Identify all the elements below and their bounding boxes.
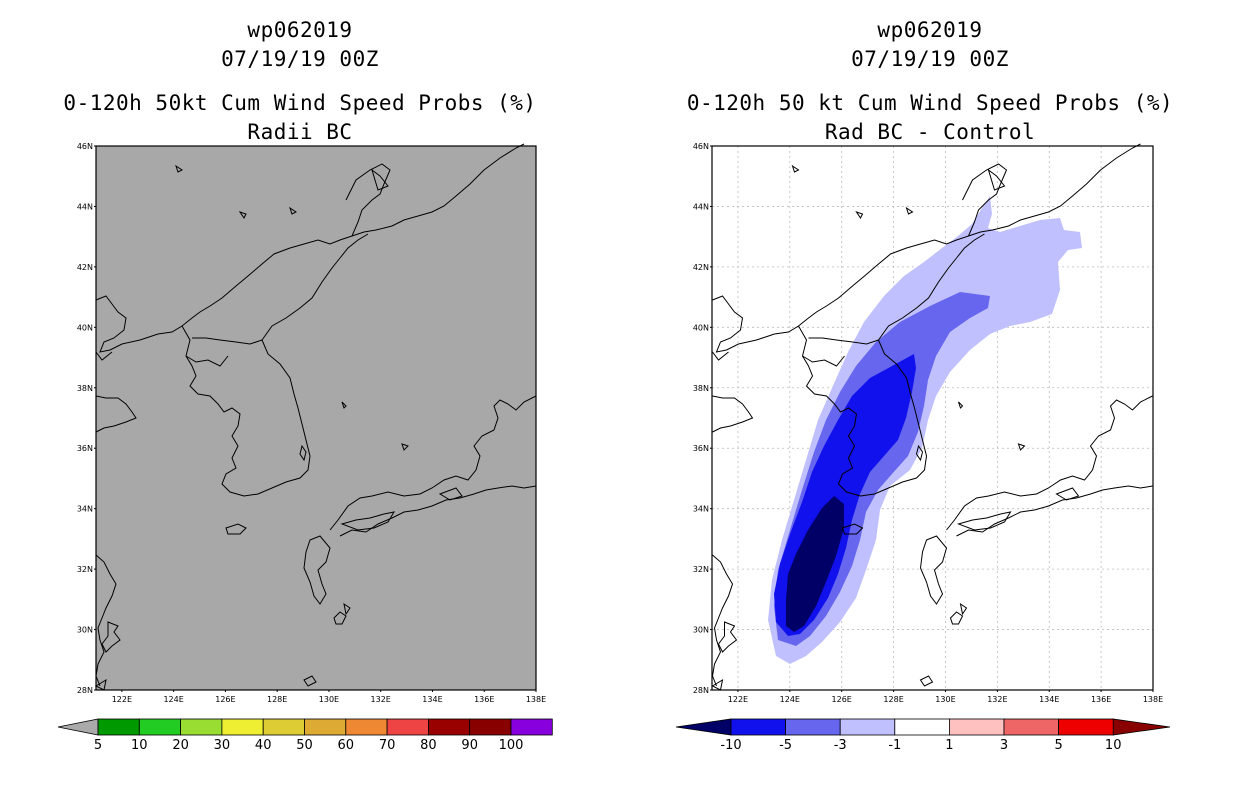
left-title-date: 07/19/19 00Z: [221, 47, 379, 71]
right-lon-label: 138E: [1143, 695, 1163, 704]
right-colorbar-swatch: [1003, 718, 1059, 736]
left-lat-label: 42N: [77, 263, 93, 272]
left-colorbar-label: 60: [338, 738, 355, 753]
left-colorbar-swatch: [345, 718, 388, 736]
left-colorbar-label: 5: [94, 738, 102, 753]
right-colorbar-high-arrow: [1112, 718, 1171, 736]
right-colorbar-label: 5: [1054, 738, 1062, 753]
right-title-subtitle: Rad BC - Control: [824, 120, 1036, 144]
right-lat-label: 32N: [693, 565, 709, 574]
left-lon-label: 138E: [526, 695, 546, 704]
left-colorbar-label: 100: [499, 738, 524, 753]
right-colorbar-swatch: [1058, 718, 1114, 736]
right-colorbar-swatch: [949, 718, 1005, 736]
left-lon-label: 126E: [215, 695, 235, 704]
right-colorbar-label: 1: [945, 738, 953, 753]
right-panel-title: wp062019 07/19/19 00Z 0-120h 50 kt Cum W…: [640, 16, 1220, 147]
left-colorbar-swatch: [304, 718, 347, 736]
right-lon-label: 124E: [780, 695, 800, 704]
left-lon-label: 128E: [267, 695, 287, 704]
left-colorbar-swatch: [97, 718, 140, 736]
right-lat-label: 38N: [693, 384, 709, 393]
right-colorbar-swatch: [785, 718, 841, 736]
right-title-storm: wp062019: [877, 18, 983, 42]
right-colorbar-label: -10: [720, 738, 741, 753]
left-colorbar-swatch: [262, 718, 305, 736]
left-colorbar-label: 80: [420, 738, 437, 753]
left-colorbar-swatch: [221, 718, 264, 736]
left-lat-label: 34N: [77, 505, 93, 514]
left-colorbar-swatch: [138, 718, 182, 736]
left-lat-label: 32N: [77, 565, 93, 574]
right-map: 46N 44N 42N 40N 38N 36N 34N 32N 30N 28N 122E 124E 1…: [693, 142, 1163, 704]
left-map-background: [96, 146, 536, 690]
left-lat-label: 30N: [77, 626, 93, 635]
right-colorbar-label: 10: [1105, 738, 1122, 753]
left-lat-label: 28N: [77, 686, 93, 695]
left-lon-label: 130E: [319, 695, 339, 704]
right-colorbar-low-arrow: [675, 718, 732, 736]
right-title-product: 0-120h 50 kt Cum Wind Speed Probs (%): [686, 91, 1174, 115]
left-lat-label: 38N: [77, 384, 93, 393]
right-colorbar-label: -1: [888, 738, 901, 753]
right-lat-label: 28N: [693, 686, 709, 695]
left-lat-label: 40N: [77, 323, 93, 332]
right-colorbar-label: -3: [834, 738, 847, 753]
contour-dark-blue: [786, 496, 844, 632]
right-colorbar-swatch: [839, 718, 896, 736]
left-map-frame: [95, 145, 537, 691]
left-colorbar-swatch: [180, 718, 223, 736]
right-lat-label: 34N: [693, 505, 709, 514]
left-panel-title: wp062019 07/19/19 00Z 0-120h 50kt Cum Wi…: [20, 16, 580, 147]
left-colorbar-label: 30: [214, 738, 231, 753]
right-lon-label: 134E: [1039, 695, 1059, 704]
left-colorbar-label: 70: [379, 738, 396, 753]
left-colorbar-swatch: [427, 718, 471, 736]
left-lat-label: 36N: [77, 444, 93, 453]
right-colorbar-swatch: [730, 718, 786, 736]
right-lat-label: 30N: [693, 626, 709, 635]
left-colorbar-label: 90: [461, 738, 478, 753]
left-lon-label: 132E: [371, 695, 391, 704]
left-colorbar-swatch: [386, 718, 429, 736]
left-lon-label: 124E: [163, 695, 183, 704]
right-lat-label: 44N: [693, 202, 709, 211]
right-lat-label: 46N: [693, 142, 709, 151]
right-colorbar-label: 3: [1000, 738, 1008, 753]
left-title-storm: wp062019: [247, 18, 353, 42]
right-lat-label: 42N: [693, 263, 709, 272]
diff-contours: [768, 196, 1082, 664]
left-colorbar-low-arrow: [57, 718, 99, 736]
right-lon-label: 128E: [883, 695, 903, 704]
right-colorbar-label: -5: [779, 738, 792, 753]
right-colorbar: -10 -5 -3 -1 1 3 5 10: [675, 718, 1171, 753]
right-lon-label: 132E: [987, 695, 1007, 704]
left-colorbar-label: 50: [296, 738, 313, 753]
right-lon-label: 130E: [935, 695, 955, 704]
left-lat-label: 46N: [77, 142, 93, 151]
right-lon-label: 122E: [728, 695, 748, 704]
left-title-subtitle: Radii BC: [247, 120, 353, 144]
left-lon-label: 136E: [474, 695, 494, 704]
right-lon-label: 126E: [832, 695, 852, 704]
right-lat-label: 36N: [693, 444, 709, 453]
right-lon-label: 136E: [1091, 695, 1111, 704]
left-colorbar-swatch: [469, 718, 512, 736]
left-colorbar-label: 20: [172, 738, 189, 753]
left-colorbar: 5 10 20 30 40 50 60 70 80 90 100: [57, 718, 553, 753]
left-map: 46N 44N 42N 40N 38N 36N 34N 32N 30N 28N 122E 124E 1…: [77, 142, 546, 704]
left-lon-label: 122E: [112, 695, 132, 704]
left-colorbar-label: 40: [255, 738, 272, 753]
left-colorbar-swatch: [510, 718, 553, 736]
left-title-product: 0-120h 50kt Cum Wind Speed Probs (%): [63, 91, 537, 115]
right-colorbar-swatch: [894, 718, 950, 736]
right-title-date: 07/19/19 00Z: [851, 47, 1009, 71]
left-lat-label: 44N: [77, 202, 93, 211]
right-map-frame: [711, 145, 1154, 691]
left-colorbar-label: 10: [131, 738, 148, 753]
left-lon-label: 134E: [422, 695, 442, 704]
right-lat-label: 40N: [693, 323, 709, 332]
